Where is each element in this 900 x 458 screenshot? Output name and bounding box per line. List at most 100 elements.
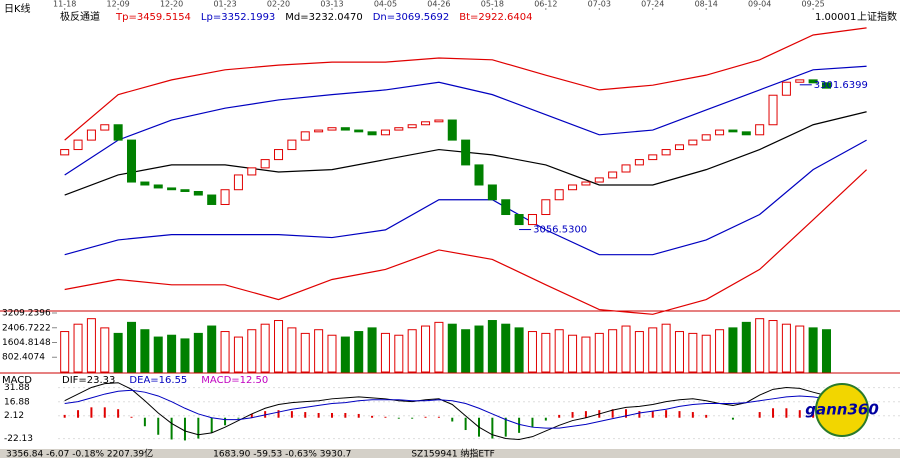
candle — [274, 149, 284, 161]
candle — [73, 139, 83, 151]
volume-bar — [527, 331, 537, 373]
x-tick-label: 08-14 — [695, 0, 718, 9]
status-text: 1683.90 -59.53 -0.63% 3930.7 — [213, 450, 351, 458]
volume-bar — [153, 336, 163, 373]
status-bar — [0, 449, 900, 458]
annotation: 3301.6399 — [814, 80, 868, 91]
candle — [581, 181, 591, 186]
candle — [527, 214, 537, 226]
candle — [180, 189, 190, 192]
candle — [314, 129, 324, 133]
candle — [153, 184, 163, 189]
volume-bar — [260, 323, 270, 373]
candle — [300, 131, 310, 141]
candle — [634, 159, 644, 166]
macd-line — [64, 389, 827, 429]
volume-bar — [514, 327, 524, 373]
volume-bar — [287, 327, 297, 373]
volume-bar — [340, 336, 350, 373]
volume-bar — [741, 321, 751, 373]
volume-bar — [233, 336, 243, 373]
volume-bar — [808, 327, 818, 373]
y-tick-label: 16.88 — [4, 397, 30, 407]
volume-bar — [140, 329, 150, 373]
candle — [86, 129, 96, 141]
y-tick-label: 2.12 — [4, 411, 24, 421]
volume-bar — [100, 327, 110, 373]
candle — [821, 82, 832, 89]
y-tick-label: 2406.7222 — [2, 323, 51, 333]
indicator-label: 极反通道 — [60, 10, 100, 23]
volume-bar — [207, 325, 217, 373]
candle — [60, 149, 70, 156]
candle — [354, 129, 364, 133]
volume-bar — [541, 332, 551, 373]
legend-entry: Bt=2922.6404 — [459, 12, 532, 23]
volume-bar — [354, 331, 364, 373]
volume-bar — [247, 329, 257, 373]
candle — [287, 139, 297, 151]
y-tick-label: 802.4074 — [2, 353, 45, 363]
volume-bar — [701, 334, 711, 373]
period-label: 日K线 — [4, 2, 31, 15]
volume-bar — [407, 329, 417, 373]
candle — [568, 184, 578, 191]
volume-bar — [821, 329, 832, 373]
volume-bar — [474, 325, 484, 373]
candle — [728, 129, 738, 133]
annotation: 3056.5300 — [533, 225, 587, 236]
volume-bar — [367, 327, 377, 373]
legend-entry: DIF=23.33 — [62, 375, 115, 386]
x-tick-label: 11-18 — [53, 0, 76, 9]
candle — [768, 94, 778, 126]
candle — [594, 177, 604, 183]
volume-bar — [60, 331, 70, 373]
candle — [220, 189, 230, 205]
ratio-label: 1.00001 — [815, 12, 856, 23]
candle — [407, 124, 417, 129]
candle — [421, 121, 431, 126]
volume-bar — [581, 336, 591, 373]
volume-bar — [274, 320, 284, 373]
logo: gann360 — [805, 383, 879, 437]
volume-bar — [380, 332, 390, 373]
x-tick-label: 09-25 — [802, 0, 825, 9]
volume-bar — [300, 332, 310, 373]
volume-bar — [768, 320, 778, 373]
candle — [447, 119, 457, 141]
candle — [514, 214, 524, 226]
y-tick-label: 31.88 — [4, 383, 30, 393]
candle — [554, 189, 564, 201]
logo-globe — [815, 383, 869, 437]
x-tick-label: 04-05 — [374, 0, 397, 9]
volume-bar — [674, 331, 684, 373]
candle — [674, 144, 684, 151]
volume-bar — [220, 331, 230, 373]
candle — [207, 194, 217, 205]
macd-line — [64, 382, 827, 440]
volume-bar — [167, 334, 177, 373]
legend-entry: MACD=12.50 — [201, 375, 268, 386]
volume-bar — [755, 318, 765, 373]
status-text: 3356.84 -6.07 -0.18% 2207.39亿 — [6, 448, 153, 458]
x-tick-label: 06-12 — [534, 0, 557, 9]
volume-bar — [73, 323, 83, 373]
symbol-label: 上证指数 — [857, 10, 897, 23]
y-tick-label: -22.13 — [4, 434, 33, 444]
candle — [755, 124, 765, 136]
x-tick-label: 07-24 — [641, 0, 664, 9]
volume-bar — [608, 329, 618, 373]
y-tick-label: 1604.8148 — [2, 338, 51, 348]
volume-bar — [568, 334, 578, 373]
volume-bar — [594, 332, 604, 373]
y-tick-label: 3209.2396 — [2, 309, 51, 319]
volume-bar — [487, 320, 497, 373]
volume-bar — [86, 318, 96, 373]
x-tick-label: 02-20 — [267, 0, 290, 9]
volume-bar — [447, 323, 457, 373]
legend-entry: Tp=3459.5154 — [115, 12, 191, 23]
candle — [461, 139, 471, 166]
volume-bar — [113, 332, 123, 373]
